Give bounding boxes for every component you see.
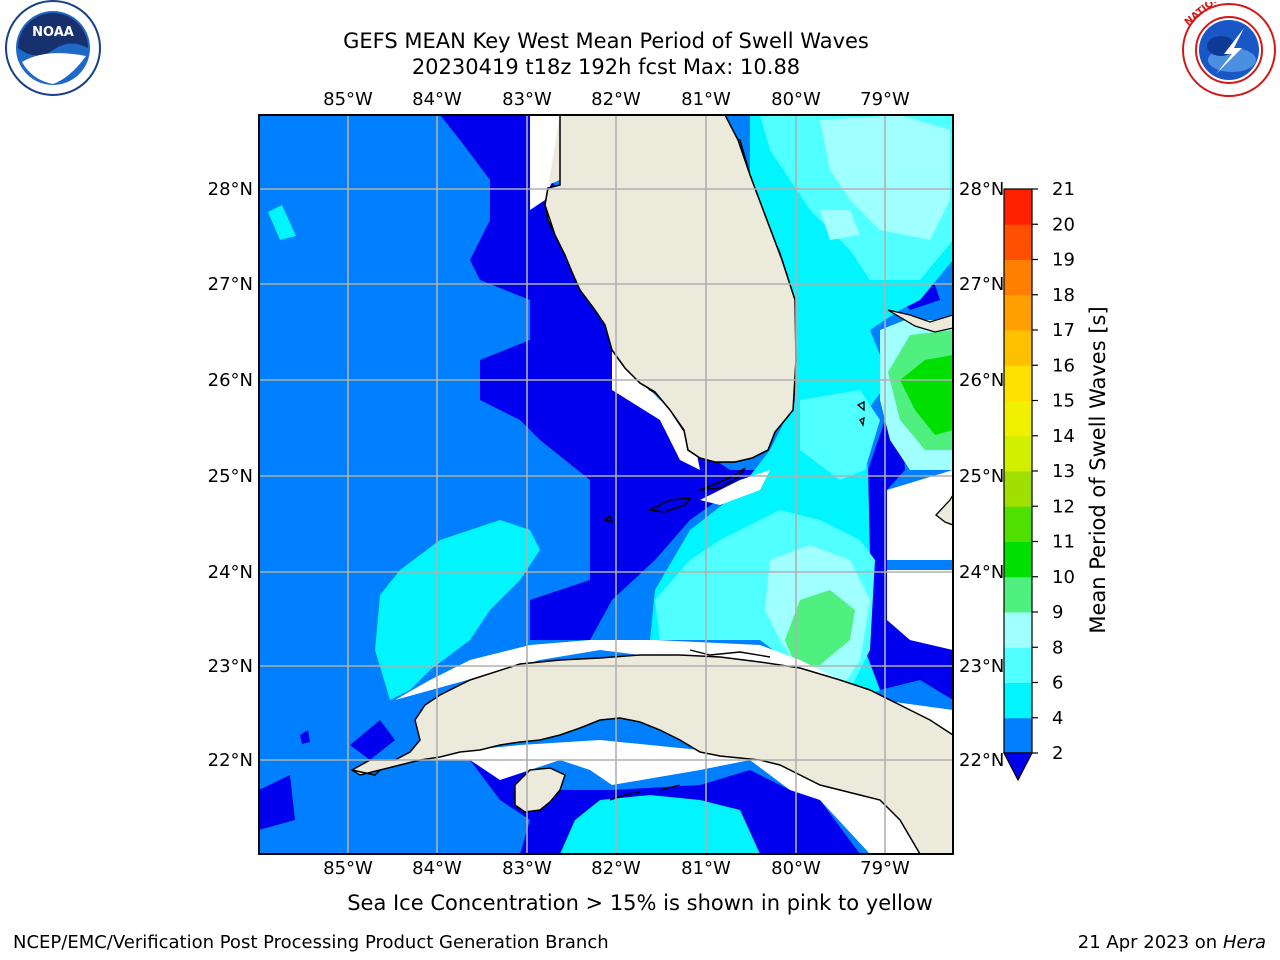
colorbar-band	[1004, 576, 1032, 613]
colorbar-band	[1004, 682, 1032, 719]
lat-label-left: 27°N	[208, 274, 253, 295]
colorbar-tick-label: 16	[1052, 355, 1075, 376]
map-frame	[258, 114, 954, 855]
lon-label-top: 81°W	[681, 89, 731, 110]
colorbar-band	[1004, 400, 1032, 437]
colorbar-band	[1004, 647, 1032, 683]
lon-label-top: 83°W	[502, 89, 552, 110]
lat-label-right: 28°N	[959, 179, 1004, 200]
lon-labels-bottom: 85°W 84°W 83°W 82°W 81°W 80°W 79°W	[323, 858, 910, 879]
lon-label-bottom: 79°W	[860, 858, 910, 879]
map-panel	[259, 115, 953, 854]
lat-label-left: 28°N	[208, 179, 253, 200]
lon-label-bottom: 84°W	[412, 858, 462, 879]
sea-ice-caption: Sea Ice Concentration > 15% is shown in …	[347, 891, 933, 915]
colorbar-tick-label: 6	[1052, 673, 1063, 694]
date-text: 21 Apr 2023 on	[1077, 932, 1223, 953]
period-fill-10-11	[900, 355, 953, 435]
lon-label-top: 82°W	[591, 89, 641, 110]
colorbar-band	[1004, 294, 1032, 331]
colorbar-band	[1004, 435, 1032, 472]
credit-line: NCEP/EMC/Verification Post Processing Pr…	[13, 932, 609, 953]
florida-keys	[603, 467, 746, 524]
nws-logo: NATIONAL WEATHER SERVICE	[1182, 2, 1280, 97]
graticule	[259, 115, 953, 854]
colorbar-band	[1004, 330, 1032, 366]
machine-name: Hera	[1222, 932, 1266, 953]
lon-label-bottom: 80°W	[771, 858, 821, 879]
florida-peninsula	[544, 115, 797, 463]
lon-label-top: 84°W	[412, 89, 462, 110]
colorbar-band	[1004, 717, 1032, 754]
colorbar-band	[1004, 612, 1032, 648]
colorbar-band	[1004, 506, 1032, 542]
bahamas-andros	[935, 493, 953, 526]
lon-labels-top: 85°W 84°W 83°W 82°W 81°W 80°W 79°W	[323, 89, 910, 110]
colorbar-tick-label: 13	[1052, 461, 1075, 482]
florida-land-north	[545, 115, 560, 205]
colorbar-ticks: 2 4 6 8 9 10 11 12 13 14 15 16 17 18 19 20 21	[1032, 179, 1075, 764]
lat-label-right: 25°N	[959, 466, 1004, 487]
lon-label-top: 79°W	[860, 89, 910, 110]
lat-label-right: 24°N	[959, 562, 1004, 583]
cuba-land	[350, 654, 953, 854]
colorbar-tick-label: 9	[1052, 602, 1063, 623]
noaa-wordmark: NOAA	[32, 25, 74, 40]
noaa-logo: NOAA	[5, 0, 101, 96]
lat-label-right: 26°N	[959, 370, 1004, 391]
lon-label-top: 80°W	[771, 89, 821, 110]
colorbar-tick-label: 8	[1052, 637, 1063, 658]
colorbar-band	[1004, 259, 1032, 296]
colorbar-under-triangle	[1003, 752, 1033, 782]
bahamas-grand-bahama	[887, 309, 953, 333]
lon-label-bottom: 81°W	[681, 858, 731, 879]
colorbar: 2 4 6 8 9 10 11 12 13 14 15 16 17 18 19 20 21	[1003, 179, 1075, 782]
bahamas-bimini	[856, 400, 865, 427]
lat-label-left: 22°N	[208, 750, 253, 771]
lat-label-left: 23°N	[208, 656, 253, 677]
colorbar-tick-label: 4	[1052, 708, 1063, 729]
colorbar-tick-label: 15	[1052, 391, 1075, 412]
colorbar-tick-label: 14	[1052, 426, 1075, 447]
colorbar-tick-label: 11	[1052, 532, 1075, 553]
colorbar-tick-label: 19	[1052, 250, 1075, 271]
colorbar-tick-label: 12	[1052, 496, 1075, 517]
lon-label-bottom: 82°W	[591, 858, 641, 879]
colorbar-band	[1004, 365, 1032, 401]
map-title: GEFS MEAN Key West Mean Period of Swell …	[343, 29, 869, 53]
lat-labels-left: 28°N 27°N 26°N 25°N 24°N 23°N 22°N	[208, 179, 253, 771]
colorbar-tick-label: 21	[1052, 179, 1075, 200]
colorbar-tick-label: 10	[1052, 567, 1075, 588]
lon-label-bottom: 83°W	[502, 858, 552, 879]
map-subtitle: 20230419 t18z 192h fcst Max: 10.88	[411, 55, 801, 79]
lat-label-right: 23°N	[959, 656, 1004, 677]
cuba-cays	[609, 649, 771, 801]
colorbar-band	[1004, 471, 1032, 507]
colorbar-tick-label: 17	[1052, 320, 1075, 341]
colorbar-tick-label: 2	[1052, 743, 1063, 764]
lat-label-right: 27°N	[959, 274, 1004, 295]
lat-label-left: 24°N	[208, 562, 253, 583]
cuba-west-tip	[351, 769, 381, 776]
colorbar-band	[1004, 224, 1032, 260]
colorbar-bands	[1004, 189, 1032, 754]
date-stamp: 21 Apr 2023 on Hera	[1078, 932, 1266, 953]
no-data-mask	[395, 115, 953, 854]
lat-labels-right: 28°N 27°N 26°N 25°N 24°N 23°N 22°N	[959, 179, 1004, 771]
colorbar-band	[1004, 541, 1032, 578]
colorbar-label: Mean Period of Swell Waves [s]	[1086, 306, 1110, 634]
colorbar-band	[1004, 189, 1032, 225]
colorbar-tick-label: 18	[1052, 285, 1075, 306]
lat-label-left: 25°N	[208, 466, 253, 487]
lat-label-left: 26°N	[208, 370, 253, 391]
lon-label-bottom: 85°W	[323, 858, 373, 879]
lon-label-top: 85°W	[323, 89, 373, 110]
lat-label-right: 22°N	[959, 750, 1004, 771]
colorbar-tick-label: 20	[1052, 214, 1075, 235]
